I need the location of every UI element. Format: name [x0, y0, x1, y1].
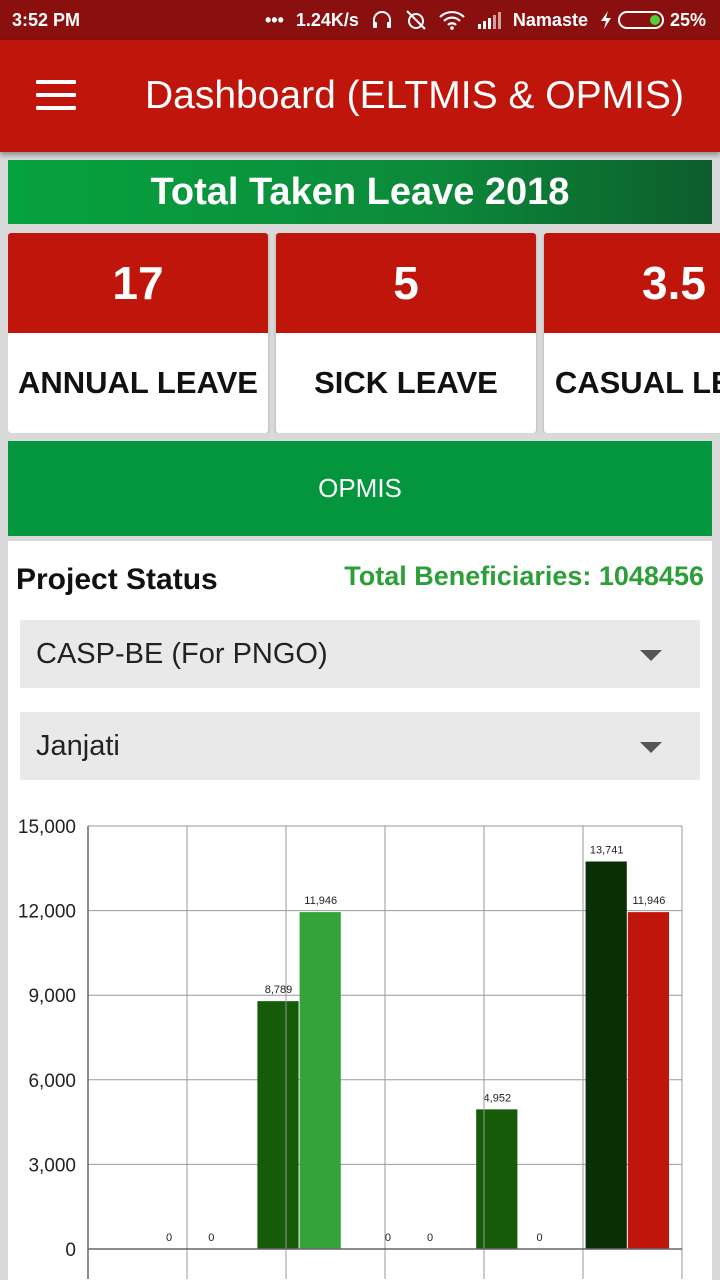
app-bar: Dashboard (ELTMIS & OPMIS) [0, 40, 720, 152]
alarm-off-icon [405, 9, 427, 31]
y-tick-label: 12,000 [18, 902, 76, 923]
y-tick-label: 3,000 [28, 1155, 76, 1176]
carrier-name: Namaste [512, 9, 588, 30]
project-status-title: Project Status [16, 563, 218, 596]
battery-level [649, 15, 660, 25]
bar-value-label: 0 [208, 1232, 214, 1244]
status-icons: ••• 1.24K/s Namaste 25% [265, 9, 706, 31]
project-select[interactable]: CASP-BE (For PNGO) [20, 620, 700, 688]
casual-leave-value: 3.5 [544, 233, 720, 333]
leave-banner: Total Taken Leave 2018 [8, 160, 712, 224]
bar-value-label: 8,789 [265, 984, 293, 996]
dropdown-arrow-icon [640, 742, 662, 753]
bar-value-label: 0 [536, 1232, 542, 1244]
battery-percent: 25% [669, 9, 706, 30]
bar-chart: 0 3,000 6,000 9,000 12,000 15,000 0 0 8,789 11,94… [18, 817, 683, 1279]
battery-icon [617, 11, 664, 29]
bar-value-label: 13,741 [590, 845, 624, 857]
sick-leave-value: 5 [276, 233, 536, 333]
y-tick-label: 6,000 [28, 1071, 76, 1092]
casual-leave-card[interactable]: 3.5 CASUAL LEAVE [544, 233, 720, 433]
chart-bar [299, 912, 341, 1249]
chart-bar [585, 861, 627, 1249]
opmis-button[interactable]: OPMIS [8, 441, 712, 536]
status-time: 3:52 PM [12, 9, 81, 30]
casual-leave-label: CASUAL LEAVE [554, 365, 720, 400]
bar-value-label: 11,946 [304, 895, 337, 907]
bar-value-label: 4,952 [484, 1092, 512, 1104]
chart-bar [476, 1109, 518, 1249]
charging-bolt-icon [600, 11, 611, 29]
project-select-value: CASP-BE (For PNGO) [36, 637, 328, 670]
leave-cards: 17 ANNUAL LEAVE 5 SICK LEAVE 3.5 CASUAL … [8, 233, 720, 433]
group-select-value: Janjati [36, 729, 120, 762]
dropdown-arrow-icon [640, 650, 662, 661]
bar-value-label: 11,946 [632, 895, 665, 907]
annual-leave-value: 17 [8, 233, 268, 333]
sick-leave-label: SICK LEAVE [314, 365, 498, 400]
project-status-panel: Project Status Total Beneficiaries: 1048… [8, 541, 712, 1280]
group-select[interactable]: Janjati [20, 712, 700, 780]
annual-leave-label: ANNUAL LEAVE [18, 365, 258, 400]
headset-icon [371, 10, 393, 30]
bar-value-label: 0 [385, 1232, 391, 1244]
y-tick-label: 15,000 [18, 817, 76, 838]
sick-leave-card[interactable]: 5 SICK LEAVE [276, 233, 536, 433]
page-title: Dashboard (ELTMIS & OPMIS) [145, 74, 684, 117]
wifi-icon [439, 10, 465, 30]
y-tick-label: 0 [65, 1240, 76, 1261]
chart-bar [627, 912, 669, 1249]
bar-value-label: 0 [427, 1232, 433, 1244]
more-dots-icon: ••• [264, 9, 284, 30]
status-bar: 3:52 PM ••• 1.24K/s Namaste 25% [0, 0, 720, 40]
annual-leave-card[interactable]: 17 ANNUAL LEAVE [8, 233, 268, 433]
battery-indicator: 25% [600, 10, 706, 31]
bar-value-label: 0 [166, 1232, 172, 1244]
hamburger-menu-icon[interactable] [36, 80, 76, 110]
total-beneficiaries: Total Beneficiaries: 1048456 [344, 561, 704, 591]
network-speed: 1.24K/s [295, 9, 359, 30]
y-tick-label: 9,000 [28, 986, 76, 1007]
chart-bar [257, 1001, 299, 1249]
signal-icon [477, 11, 501, 29]
